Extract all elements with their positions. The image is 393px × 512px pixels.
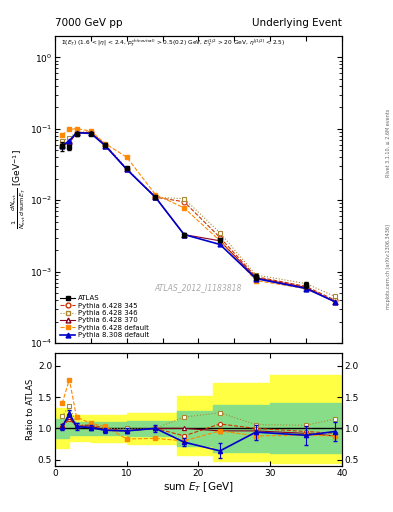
Pythia 6.428 345 [74,130,79,136]
Y-axis label: Ratio to ATLAS: Ratio to ATLAS [26,379,35,440]
Pythia 6.428 345 [88,129,93,135]
Pythia 6.428 346 [125,165,129,172]
Pythia 6.428 370 [60,141,64,147]
Pythia 6.428 default [67,126,72,133]
Line: Pythia 6.428 370: Pythia 6.428 370 [60,130,337,304]
Line: Pythia 8.308 default: Pythia 8.308 default [60,130,337,304]
Pythia 8.308 default [253,275,258,282]
Pythia 6.428 370 [253,275,258,281]
Pythia 8.308 default [103,142,108,148]
Pythia 6.428 346 [88,129,93,135]
Pythia 6.428 default [103,140,108,146]
Text: 7000 GeV pp: 7000 GeV pp [55,18,123,28]
Pythia 6.428 345 [304,283,309,289]
Pythia 6.428 346 [67,135,72,141]
Pythia 8.308 default [218,241,222,247]
Pythia 6.428 default [125,154,129,160]
Line: Pythia 6.428 345: Pythia 6.428 345 [60,130,337,303]
Pythia 6.428 346 [74,129,79,135]
Pythia 6.428 default [153,191,158,198]
Pythia 6.428 345 [125,166,129,173]
Pythia 6.428 345 [153,194,158,200]
Pythia 6.428 370 [103,142,108,148]
Pythia 8.308 default [332,298,337,305]
Pythia 6.428 370 [125,166,129,173]
Pythia 6.428 346 [332,293,337,300]
Pythia 6.428 346 [60,138,64,144]
Pythia 8.308 default [74,130,79,136]
Text: Rivet 3.1.10, ≥ 2.6M events: Rivet 3.1.10, ≥ 2.6M events [386,109,391,178]
Pythia 8.308 default [60,142,64,148]
Pythia 6.428 346 [153,194,158,200]
Pythia 6.428 370 [182,231,187,238]
Text: mcplots.cern.ch [arXiv:1306.3436]: mcplots.cern.ch [arXiv:1306.3436] [386,224,391,309]
Line: Pythia 6.428 default: Pythia 6.428 default [60,126,337,304]
Pythia 6.428 345 [332,297,337,303]
Pythia 8.308 default [182,231,187,238]
Pythia 6.428 345 [182,199,187,205]
Pythia 6.428 default [332,298,337,305]
Pythia 8.308 default [67,138,72,144]
Pythia 6.428 346 [182,196,187,202]
Line: Pythia 6.428 346: Pythia 6.428 346 [60,130,337,299]
Pythia 6.428 default [304,286,309,292]
Pythia 6.428 346 [304,281,309,287]
Pythia 6.428 345 [103,141,108,147]
Pythia 6.428 370 [74,130,79,136]
Pythia 6.428 370 [88,130,93,136]
Text: ATLAS_2012_I1183818: ATLAS_2012_I1183818 [155,283,242,292]
Pythia 6.428 370 [153,194,158,200]
Pythia 6.428 345 [253,273,258,280]
X-axis label: sum $E_T$ [GeV]: sum $E_T$ [GeV] [163,480,234,494]
Pythia 6.428 345 [60,142,64,148]
Pythia 6.428 default [253,278,258,284]
Pythia 6.428 default [74,125,79,132]
Pythia 8.308 default [153,194,158,200]
Pythia 6.428 370 [218,238,222,244]
Text: $\Sigma(E_T)$ (1.6 < $|\eta|$ < 2.4, $p_T^{ch(neutral)}$ > 0.5(0.2) GeV, $E_T^{j: $\Sigma(E_T)$ (1.6 < $|\eta|$ < 2.4, $p_… [61,37,285,48]
Pythia 8.308 default [88,131,93,137]
Pythia 6.428 345 [218,234,222,241]
Pythia 6.428 default [60,132,64,138]
Pythia 6.428 370 [67,139,72,145]
Legend: ATLAS, Pythia 6.428 345, Pythia 6.428 346, Pythia 6.428 370, Pythia 6.428 defaul: ATLAS, Pythia 6.428 345, Pythia 6.428 34… [59,294,151,339]
Pythia 6.428 346 [218,230,222,236]
Pythia 6.428 370 [304,284,309,290]
Pythia 6.428 default [218,238,222,244]
Y-axis label: $\frac{1}{N_\mathrm{evt}}\frac{dN_\mathrm{evt}}{d\,\mathrm{sum}\,E_T}$ [GeV$^{-1: $\frac{1}{N_\mathrm{evt}}\frac{dN_\mathr… [10,150,28,229]
Pythia 6.428 346 [103,141,108,147]
Pythia 6.428 345 [67,140,72,146]
Pythia 6.428 370 [332,298,337,305]
Pythia 8.308 default [304,286,309,292]
Pythia 6.428 346 [253,272,258,278]
Pythia 8.308 default [125,166,129,173]
Pythia 6.428 default [182,205,187,211]
Pythia 6.428 default [88,128,93,134]
Text: Underlying Event: Underlying Event [252,18,342,28]
